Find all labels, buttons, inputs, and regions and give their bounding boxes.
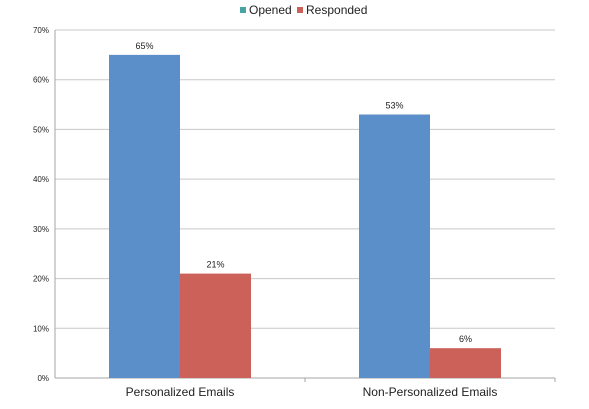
bars (109, 54, 501, 378)
bar-opened-2 (359, 114, 430, 378)
bar-opened-1 (109, 54, 180, 378)
y-tick-label: 70% (33, 26, 49, 35)
legend-label-responded: Responded (306, 3, 367, 17)
axes: 0% 10% 20% 30% 40% 50% 60% 70% Personalized Emai… (33, 26, 556, 399)
y-tick-label: 60% (33, 76, 49, 85)
data-label: 6% (459, 334, 472, 344)
data-label: 53% (385, 101, 403, 111)
bar-responded-1 (180, 273, 251, 378)
legend-label-opened: Opened (249, 3, 292, 17)
y-tick-label: 50% (33, 125, 49, 134)
x-category-label: Personalized Emails (126, 385, 235, 399)
data-label: 65% (135, 41, 153, 51)
bar-responded-2 (430, 348, 501, 378)
y-tick-label: 20% (33, 275, 49, 284)
y-tick-label: 10% (33, 324, 49, 333)
legend-swatch-opened (240, 7, 246, 13)
legend-swatch-responded (297, 7, 303, 13)
y-tick-label: 40% (33, 175, 49, 184)
legend: Opened Responded (240, 3, 367, 17)
y-tick-label: 0% (37, 374, 49, 383)
data-labels: 65% 21% 53% 6% (135, 41, 472, 344)
x-category-label: Non-Personalized Emails (363, 385, 498, 399)
y-tick-label: 30% (33, 225, 49, 234)
data-label: 21% (206, 260, 224, 270)
